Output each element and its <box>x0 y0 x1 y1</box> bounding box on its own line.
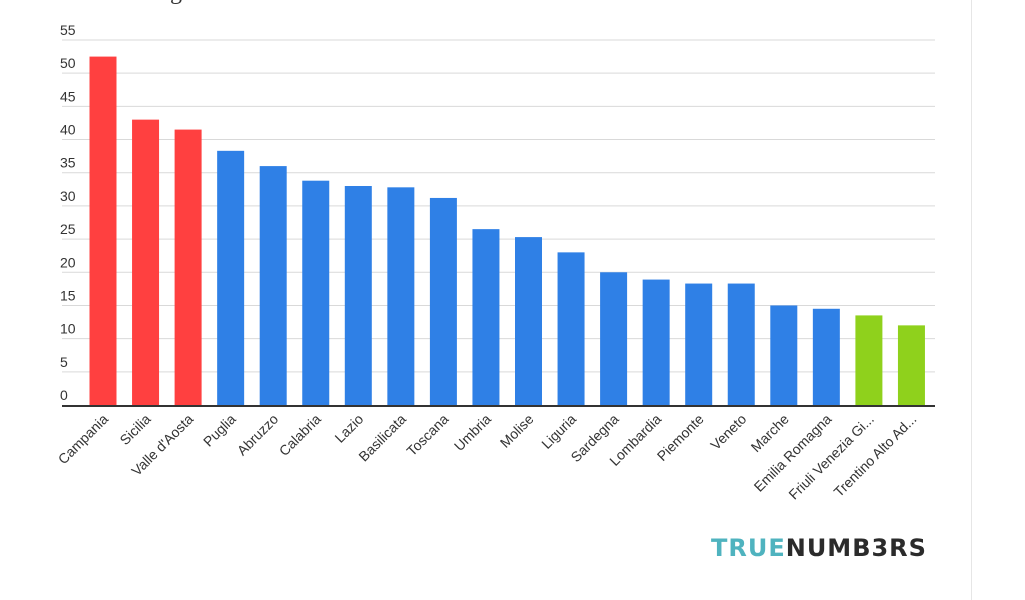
y-tick-label: 55 <box>60 22 76 38</box>
bar <box>259 166 287 405</box>
bars <box>89 56 925 406</box>
y-tick-label: 30 <box>60 188 76 204</box>
x-tick-label: Puglia <box>200 411 239 450</box>
bar <box>727 283 755 405</box>
logo-true-text: TRUE <box>711 534 786 562</box>
bar <box>89 56 117 405</box>
panel-divider <box>971 0 972 600</box>
bar <box>812 308 840 405</box>
x-tick-label: Sicilia <box>116 411 153 448</box>
bar <box>429 197 457 405</box>
bar <box>600 272 628 405</box>
bar <box>557 252 585 405</box>
bar <box>302 180 330 405</box>
y-tick-label: 0 <box>60 387 68 403</box>
truenumbers-logo: TRUENUMB3RS <box>711 534 927 562</box>
bar <box>217 150 245 405</box>
x-tick-label: Umbria <box>451 411 494 454</box>
y-tick-label: 20 <box>60 254 76 270</box>
bar <box>344 186 372 405</box>
x-tick-label: Abruzzo <box>234 411 282 459</box>
x-tick-label: Liguria <box>538 411 579 452</box>
logo-numbers-text: NUMB3RS <box>785 534 927 562</box>
y-tick-label: 50 <box>60 55 76 71</box>
y-tick-label: 15 <box>60 287 76 303</box>
y-tick-label: 40 <box>60 122 76 138</box>
y-tick-label: 45 <box>60 88 76 104</box>
x-tick-label: Lazio <box>331 411 366 446</box>
x-tick-label: Emilia Romagna <box>751 411 835 495</box>
bar <box>685 283 713 405</box>
x-tick-label: Toscana <box>403 411 451 459</box>
y-tick-label: 35 <box>60 155 76 171</box>
bar <box>387 187 415 405</box>
x-tick-label: Campania <box>55 411 112 468</box>
x-tick-label: Veneto <box>707 411 749 453</box>
x-tick-label: Basilicata <box>355 411 409 465</box>
bar <box>174 129 202 405</box>
x-tick-label: Trentino Alto Ad... <box>830 411 919 500</box>
x-tick-label: Molise <box>497 411 537 451</box>
bar <box>642 279 670 405</box>
y-tick-label: 25 <box>60 221 76 237</box>
bar <box>897 325 925 405</box>
y-tick-label: 5 <box>60 354 68 370</box>
x-tick-label: Piemonte <box>654 411 707 464</box>
bar <box>515 237 542 405</box>
x-tick-label: Calabria <box>276 411 324 459</box>
y-axis-ticks: 0 5 10 15 20 25 30 35 40 45 50 55 <box>60 22 76 403</box>
bar <box>770 305 798 405</box>
y-tick-label: 10 <box>60 321 76 337</box>
bar <box>472 229 500 405</box>
bar <box>132 119 160 406</box>
chart-title-fragment: g <box>170 0 250 4</box>
bar <box>855 315 883 405</box>
